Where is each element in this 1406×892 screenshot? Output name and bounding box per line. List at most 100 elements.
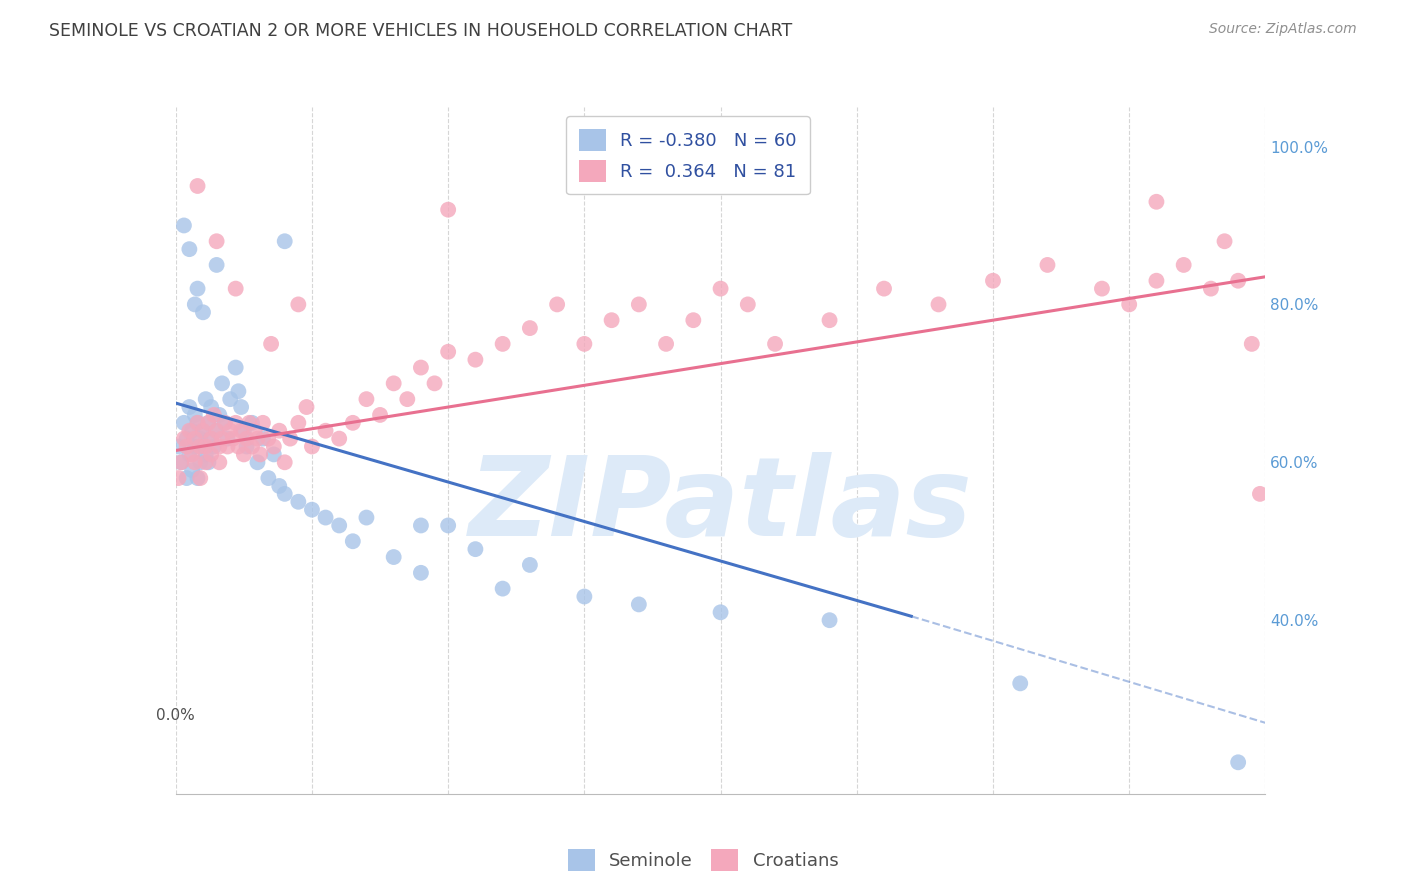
Point <box>179 447 201 461</box>
Point <box>710 605 733 619</box>
Point <box>1227 274 1250 288</box>
Point <box>232 447 254 461</box>
Point <box>211 432 233 446</box>
Point <box>655 337 678 351</box>
Point <box>519 321 541 335</box>
Point <box>173 432 195 446</box>
Point <box>1118 297 1140 311</box>
Point <box>205 424 228 438</box>
Point <box>200 432 222 446</box>
Point <box>188 455 211 469</box>
Point <box>287 416 309 430</box>
Point <box>315 424 337 438</box>
Point <box>202 408 225 422</box>
Point <box>464 542 486 557</box>
Point <box>211 376 233 391</box>
Point <box>197 416 219 430</box>
Point <box>981 274 1004 288</box>
Point <box>263 440 285 454</box>
Point <box>818 313 841 327</box>
Point <box>217 440 239 454</box>
Point <box>186 416 209 430</box>
Point <box>181 424 204 438</box>
Point <box>235 440 257 454</box>
Point <box>184 408 207 422</box>
Point <box>627 297 650 311</box>
Point <box>437 518 460 533</box>
Point <box>173 416 195 430</box>
Point <box>186 282 209 296</box>
Point <box>188 432 211 446</box>
Point <box>176 471 198 485</box>
Point <box>600 313 623 327</box>
Point <box>492 337 515 351</box>
Point <box>1213 234 1236 248</box>
Point <box>232 424 254 438</box>
Point <box>328 432 350 446</box>
Point <box>409 360 432 375</box>
Point <box>205 258 228 272</box>
Point <box>217 432 239 446</box>
Text: Source: ZipAtlas.com: Source: ZipAtlas.com <box>1209 22 1357 37</box>
Point <box>173 219 195 233</box>
Point <box>682 313 704 327</box>
Point <box>342 416 364 430</box>
Point <box>287 297 309 311</box>
Point <box>328 518 350 533</box>
Point <box>252 432 274 446</box>
Point <box>191 424 214 438</box>
Point <box>240 440 263 454</box>
Point <box>269 424 291 438</box>
Point <box>368 408 391 422</box>
Point <box>238 416 260 430</box>
Point <box>274 455 297 469</box>
Point <box>437 344 460 359</box>
Point <box>167 440 190 454</box>
Legend: R = -0.380   N = 60, R =  0.364   N = 81: R = -0.380 N = 60, R = 0.364 N = 81 <box>567 116 810 194</box>
Point <box>763 337 786 351</box>
Point <box>197 455 219 469</box>
Point <box>252 416 274 430</box>
Point <box>191 440 214 454</box>
Point <box>356 510 378 524</box>
Point <box>260 337 283 351</box>
Point <box>194 455 217 469</box>
Legend: Seminole, Croatians: Seminole, Croatians <box>561 842 845 879</box>
Text: SEMINOLE VS CROATIAN 2 OR MORE VEHICLES IN HOUSEHOLD CORRELATION CHART: SEMINOLE VS CROATIAN 2 OR MORE VEHICLES … <box>49 22 793 40</box>
Point <box>574 590 596 604</box>
Point <box>214 416 236 430</box>
Point <box>409 518 432 533</box>
Point <box>1249 487 1271 501</box>
Point <box>356 392 378 406</box>
Point <box>1144 194 1167 209</box>
Point <box>200 432 222 446</box>
Point <box>188 471 211 485</box>
Point <box>249 447 271 461</box>
Point <box>243 424 266 438</box>
Point <box>208 440 231 454</box>
Point <box>219 392 242 406</box>
Point <box>873 282 896 296</box>
Point <box>184 432 207 446</box>
Point <box>818 613 841 627</box>
Point <box>235 432 257 446</box>
Point <box>257 432 280 446</box>
Point <box>228 440 250 454</box>
Point <box>184 297 207 311</box>
Point <box>205 424 228 438</box>
Point <box>1091 282 1114 296</box>
Point <box>231 400 253 414</box>
Point <box>222 432 245 446</box>
Point <box>186 416 209 430</box>
Point <box>382 549 405 564</box>
Point <box>1036 258 1059 272</box>
Point <box>246 455 269 469</box>
Point <box>176 440 198 454</box>
Point <box>274 487 297 501</box>
Point <box>627 598 650 612</box>
Point <box>170 455 193 469</box>
Point <box>519 558 541 572</box>
Point <box>278 432 301 446</box>
Point <box>396 392 419 406</box>
Point <box>492 582 515 596</box>
